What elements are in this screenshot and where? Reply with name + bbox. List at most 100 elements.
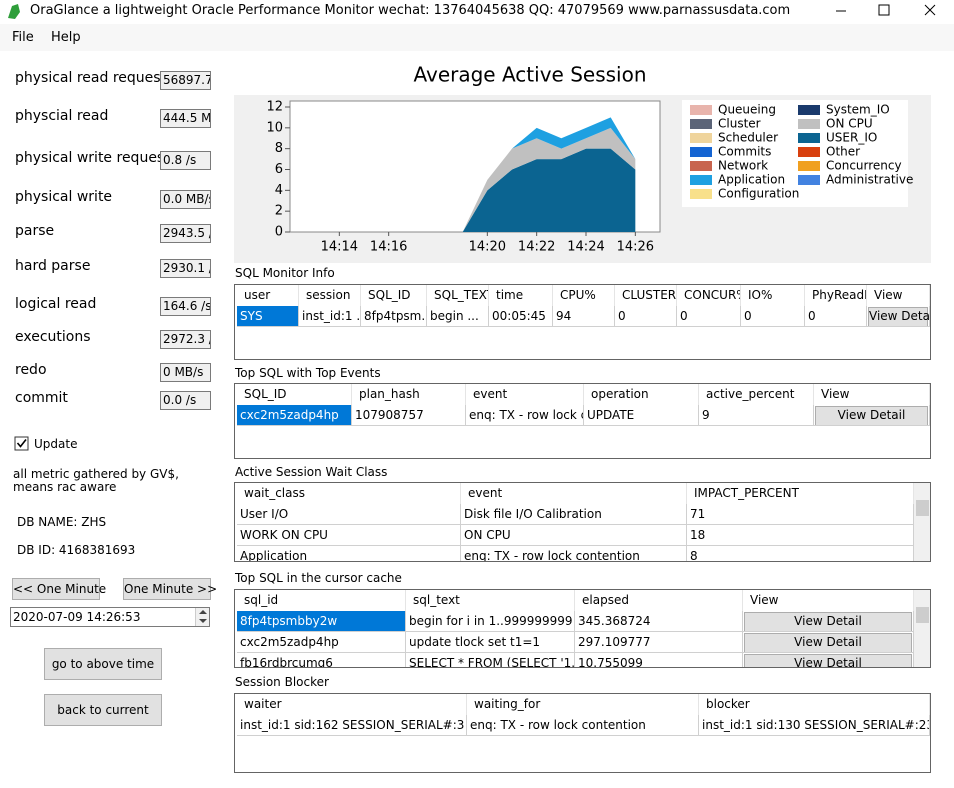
next-minute-button[interactable]: One Minute >>	[123, 578, 217, 600]
menu-item[interactable]: File	[12, 30, 34, 45]
scrollbar[interactable]	[914, 590, 930, 667]
legend-swatch	[690, 133, 712, 143]
maximize-button[interactable]	[878, 4, 890, 16]
spin-up[interactable]	[199, 610, 207, 614]
grid-cell: Disk file I/O Calibration	[461, 504, 687, 525]
metric-value: 444.5 MB	[160, 109, 211, 128]
metric-label: physcial read	[15, 108, 109, 124]
scrollbar[interactable]	[914, 483, 930, 561]
metric-label: hard parse	[15, 258, 91, 274]
datetime-value: 2020-07-09 14:26:53	[13, 610, 141, 624]
view-detail-button[interactable]: View Detail	[744, 633, 912, 652]
metric-value: 2972.3 /s	[160, 330, 211, 349]
column-header: active_percent	[699, 384, 814, 405]
grid-cell: 0	[677, 306, 741, 327]
back-button[interactable]: back to current	[44, 694, 162, 726]
legend-swatch	[798, 133, 820, 143]
datetime-picker[interactable]: 2020-07-09 14:26:53	[10, 607, 210, 627]
spinner[interactable]	[195, 608, 209, 626]
note-line: means rac aware	[13, 480, 117, 494]
window-title: OraGlance a lightweight Oracle Performan…	[30, 3, 791, 18]
legend-label: Commits	[718, 145, 771, 159]
metric-label: physical write	[15, 189, 113, 205]
grid-cell: begin ...	[427, 306, 489, 327]
column-header: waiter	[237, 694, 467, 715]
y-tick-label: 12	[266, 100, 283, 115]
view-detail-button[interactable]: View Detail	[868, 307, 929, 326]
column-header: CONCUR%	[677, 285, 741, 306]
menu-item[interactable]: Help	[51, 30, 81, 45]
metric-value: 164.6 /s	[160, 297, 211, 316]
grid-cell: update tlock set t1=1	[406, 632, 575, 653]
grid-cell: UPDATE	[584, 405, 699, 426]
go-button[interactable]: go to above time	[44, 648, 162, 680]
metric-label: executions	[15, 329, 91, 345]
y-tick-label: 6	[275, 162, 283, 177]
grid-cell[interactable]: SYS	[237, 306, 299, 327]
grid-cell: enq: TX - row lock c...	[466, 405, 584, 426]
view-detail-button[interactable]: View Detail	[744, 654, 912, 667]
grid-cell[interactable]: Application	[237, 546, 461, 561]
grid-cell[interactable]: 8fp4tpsmbby2w	[237, 611, 406, 632]
legend-label: ON CPU	[826, 117, 873, 131]
column-header: IO%	[741, 285, 805, 306]
legend-swatch	[690, 119, 712, 129]
data-grid: wait_class event IMPACT_PERCENT User I/O Dis…	[234, 482, 931, 562]
y-tick-label: 4	[275, 183, 283, 198]
area	[462, 148, 636, 232]
legend-swatch	[690, 161, 712, 171]
grid-cell[interactable]: inst_id:1 sid:162 SESSION_SERIAL#:3	[237, 715, 467, 736]
grid-cell[interactable]: cxc2m5zadp4hp	[237, 405, 352, 426]
legend-label: Application	[718, 173, 785, 187]
view-detail-button[interactable]: View Detail	[815, 406, 928, 425]
grid-cell: 00:05:45	[489, 306, 553, 327]
close-button[interactable]	[924, 4, 936, 16]
column-header: IMPACT_PERCENT	[687, 483, 914, 504]
data-grid: SQL_ID plan_hash event operation active_perc…	[234, 383, 931, 459]
grid-cell: 0	[741, 306, 805, 327]
prev-minute-button[interactable]: << One Minute	[12, 578, 106, 600]
grid-cell[interactable]: User I/O	[237, 504, 461, 525]
x-tick-label: 14:14	[321, 240, 358, 255]
grid-cell: 0	[615, 306, 677, 327]
column-header: CLUSTER%	[615, 285, 677, 306]
legend-swatch	[798, 161, 820, 171]
grid-cell: enq: TX - row lock contention	[461, 546, 687, 561]
column-header: user	[237, 285, 299, 306]
spin-down[interactable]	[199, 619, 207, 623]
column-header: sql_id	[237, 590, 406, 611]
metric-label: logical read	[15, 296, 97, 312]
grid-cell[interactable]: WORK ON CPU	[237, 525, 461, 546]
view-detail-button[interactable]: View Detail	[744, 612, 912, 631]
grid-cell[interactable]: fb16rdbrcumq6	[237, 653, 406, 667]
grid-cell: 10.755099	[575, 653, 743, 667]
column-header: wait_class	[237, 483, 461, 504]
legend-label: System_IO	[826, 103, 890, 117]
legend-swatch	[690, 189, 712, 199]
note-line: all metric gathered by GV$,	[13, 467, 179, 481]
x-tick-label: 14:24	[567, 240, 604, 255]
grid-cell: 297.109777	[575, 632, 743, 653]
app-icon	[8, 4, 20, 19]
area	[462, 127, 636, 232]
scroll-thumb[interactable]	[916, 607, 929, 623]
x-tick-label: 14:20	[469, 240, 506, 255]
data-grid: waiter waiting_for blocker inst_id:1 sid:16…	[234, 693, 931, 773]
grid-cell: 8	[687, 546, 914, 561]
column-header: SQL_TEXT	[427, 285, 489, 306]
legend-label: USER_IO	[826, 131, 877, 145]
chart-title: Average Active Session	[413, 63, 646, 87]
data-grid: sql_id sql_text elapsed View 8fp4tpsmbby2w be…	[234, 589, 931, 668]
column-header: SQL_ID	[361, 285, 427, 306]
legend-label: Other	[826, 145, 860, 159]
legend-swatch	[690, 105, 712, 115]
column-header: elapsed	[575, 590, 743, 611]
x-tick-label: 14:16	[370, 240, 407, 255]
column-header: event	[461, 483, 687, 504]
scroll-thumb[interactable]	[916, 500, 929, 516]
button-cell: View Detail	[743, 611, 914, 632]
grid-cell: 18	[687, 525, 914, 546]
grid-cell[interactable]: cxc2m5zadp4hp	[237, 632, 406, 653]
update-label[interactable]: Update	[34, 437, 78, 451]
